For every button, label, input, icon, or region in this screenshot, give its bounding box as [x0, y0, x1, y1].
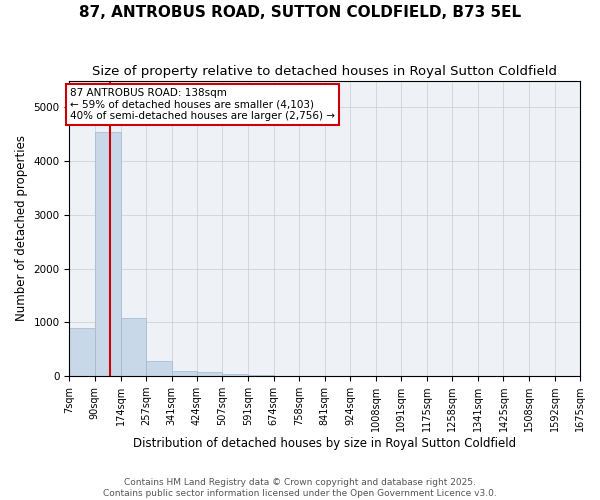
Title: Size of property relative to detached houses in Royal Sutton Coldfield: Size of property relative to detached ho… [92, 65, 557, 78]
Bar [248, 374, 274, 376]
Bar [197, 372, 223, 376]
Bar [223, 374, 248, 376]
Text: 87, ANTROBUS ROAD, SUTTON COLDFIELD, B73 5EL: 87, ANTROBUS ROAD, SUTTON COLDFIELD, B73… [79, 5, 521, 20]
X-axis label: Distribution of detached houses by size in Royal Sutton Coldfield: Distribution of detached houses by size … [133, 437, 516, 450]
Bar [172, 372, 197, 376]
Y-axis label: Number of detached properties: Number of detached properties [15, 136, 28, 322]
Bar [146, 360, 172, 376]
Text: 87 ANTROBUS ROAD: 138sqm
← 59% of detached houses are smaller (4,103)
40% of sem: 87 ANTROBUS ROAD: 138sqm ← 59% of detach… [70, 88, 335, 121]
Bar [70, 328, 95, 376]
Bar [95, 132, 121, 376]
Bar [121, 318, 146, 376]
Text: Contains HM Land Registry data © Crown copyright and database right 2025.
Contai: Contains HM Land Registry data © Crown c… [103, 478, 497, 498]
